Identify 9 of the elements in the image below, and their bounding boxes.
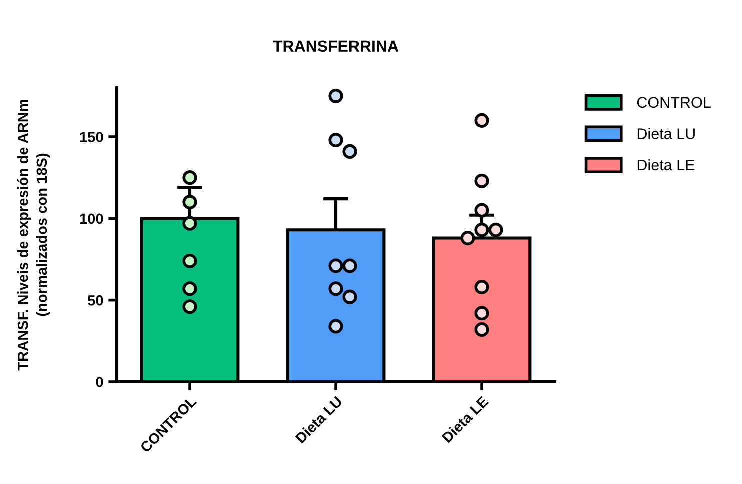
legend-label: Dieta LU [638,128,695,140]
chart-title: TRANSFERRINA [273,40,399,52]
y-tick-label: 150 [80,132,104,142]
y-axis-title: TRANSF. Niveis de expresión de ARNm (normalizados con 18S) [17,100,50,371]
y-tick-label: 100 [80,214,104,224]
legend-label: Dieta LE [638,159,695,171]
y-tick-label: 0 [96,377,104,388]
legend-label: CONTROL [637,97,711,108]
y-tick-label: 50 [88,295,104,306]
